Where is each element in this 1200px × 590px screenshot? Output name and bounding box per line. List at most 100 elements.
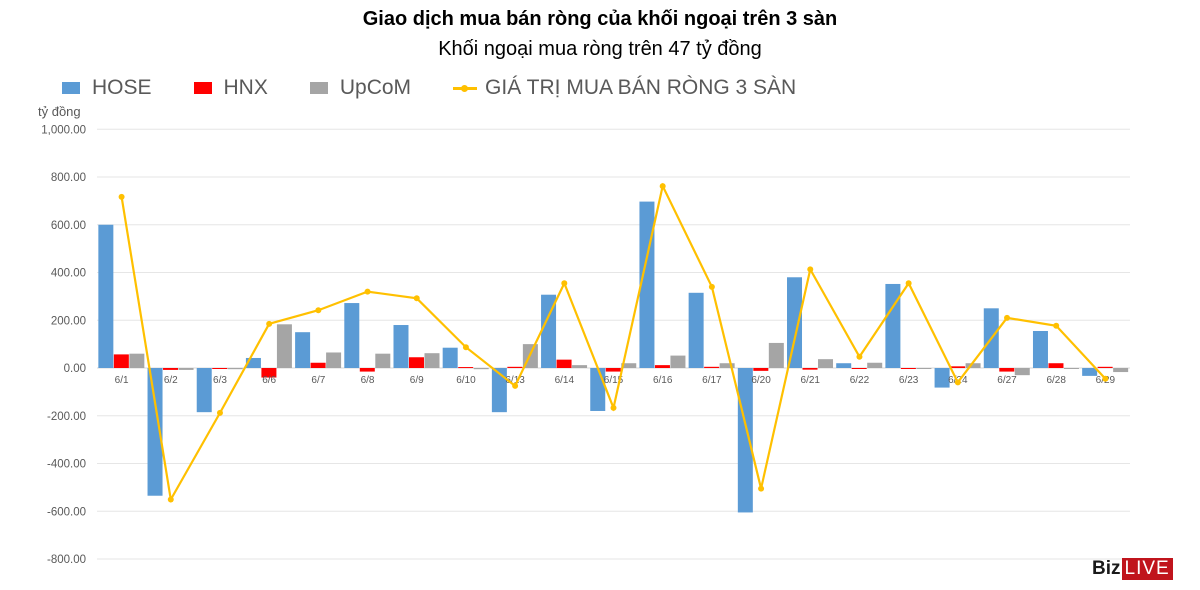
- bar-hnx: [950, 366, 966, 368]
- x-tick-label: 6/14: [555, 375, 575, 386]
- bar-upcom: [375, 353, 391, 368]
- bar-hose: [98, 224, 114, 368]
- bar-hnx: [113, 354, 129, 368]
- line-marker: [708, 283, 715, 290]
- y-tick-label: 200.00: [51, 315, 86, 327]
- bar-hnx: [556, 359, 572, 368]
- y-tick-label: 400.00: [51, 268, 86, 280]
- line-marker: [512, 382, 519, 389]
- bar-hnx: [851, 368, 867, 369]
- x-tick-label: 6/10: [456, 375, 476, 386]
- bar-upcom: [276, 324, 292, 368]
- bar-hose: [491, 368, 507, 413]
- bar-upcom: [326, 352, 342, 368]
- bar-hnx: [507, 366, 523, 368]
- bar-hnx: [753, 368, 769, 371]
- line-marker: [118, 193, 125, 200]
- bar-hnx: [999, 368, 1015, 372]
- bar-hose: [836, 363, 852, 368]
- bar-upcom: [867, 362, 883, 368]
- y-tick-label: 1,000.00: [41, 124, 86, 136]
- bar-hose: [196, 368, 212, 413]
- bar-hose: [688, 292, 704, 368]
- bar-hose: [147, 368, 163, 496]
- bar-hnx: [212, 368, 228, 369]
- hose-swatch-icon: [62, 82, 80, 94]
- bar-upcom: [473, 368, 489, 370]
- legend-item-hnx[interactable]: HNX: [193, 76, 268, 100]
- bar-upcom: [965, 363, 981, 368]
- line-marker: [659, 183, 666, 190]
- bar-hose: [344, 303, 360, 368]
- chart-subtitle: Khối ngoại mua ròng trên 47 tỷ đồng: [438, 38, 762, 60]
- bar-hnx: [1097, 366, 1113, 368]
- bar-upcom: [768, 342, 784, 368]
- bar-hnx: [704, 366, 720, 368]
- bar-upcom: [1113, 368, 1129, 373]
- line-marker: [167, 496, 174, 503]
- bar-hose: [295, 332, 311, 368]
- bar-upcom: [1063, 368, 1079, 369]
- bar-upcom: [670, 355, 686, 368]
- line-marker: [1102, 375, 1109, 382]
- y-tick-label: -400.00: [47, 459, 86, 471]
- bar-hose: [541, 294, 557, 368]
- bar-hnx: [408, 357, 424, 368]
- x-tick-label: 6/21: [801, 375, 821, 386]
- bar-hose: [1032, 330, 1048, 368]
- bar-hnx: [605, 368, 621, 372]
- bar-hose: [442, 347, 458, 368]
- y-tick-label: 600.00: [51, 220, 86, 232]
- line-marker-icon: [453, 84, 478, 92]
- bar-upcom: [1014, 368, 1030, 376]
- line-marker: [610, 404, 617, 411]
- y-axis-unit: tỷ đồng: [38, 104, 81, 119]
- bar-hose: [885, 283, 901, 368]
- x-tick-label: 6/20: [751, 375, 771, 386]
- line-marker: [758, 485, 765, 492]
- legend: HOSE HNX UpCoM GIÁ TRỊ MUA BÁN RÒNG 3 SÀ…: [62, 76, 838, 100]
- line-marker: [1053, 322, 1060, 329]
- bar-hnx: [163, 368, 179, 370]
- x-tick-label: 6/7: [311, 375, 325, 386]
- bar-hose: [1082, 368, 1098, 376]
- upcom-swatch-icon: [309, 82, 328, 94]
- line-marker: [413, 295, 420, 302]
- bar-hose: [245, 357, 261, 368]
- bar-hose: [393, 325, 409, 368]
- line-marker: [1004, 314, 1011, 321]
- chart-title: Giao dịch mua bán ròng của khối ngoại tr…: [362, 8, 838, 30]
- x-tick-label: 6/23: [899, 375, 919, 386]
- line-marker: [856, 353, 863, 360]
- bizlive-logo: Biz LIVE: [1092, 558, 1173, 580]
- line-marker: [266, 320, 273, 327]
- line-marker: [905, 280, 912, 287]
- y-tick-label: -800.00: [47, 554, 86, 566]
- x-tick-label: 6/22: [850, 375, 870, 386]
- bar-upcom: [621, 363, 637, 368]
- bar-upcom: [424, 353, 440, 368]
- legend-label: GIÁ TRỊ MUA BÁN RÒNG 3 SÀN: [485, 76, 797, 99]
- legend-item-total[interactable]: GIÁ TRỊ MUA BÁN RÒNG 3 SÀN: [453, 76, 796, 100]
- bar-upcom: [719, 363, 735, 368]
- total-net-line: [120, 182, 1107, 503]
- legend-label: HOSE: [92, 76, 152, 99]
- bar-upcom: [818, 359, 834, 368]
- line-marker: [364, 288, 371, 295]
- line-marker: [216, 409, 223, 416]
- x-tick-label: 6/13: [505, 375, 525, 386]
- y-tick-label: -200.00: [47, 411, 86, 423]
- legend-item-upcom[interactable]: UpCoM: [309, 76, 411, 100]
- bar-hnx: [1048, 363, 1064, 368]
- bar-hnx: [359, 368, 375, 372]
- legend-item-hose[interactable]: HOSE: [62, 76, 152, 100]
- bar-upcom: [227, 368, 243, 370]
- x-tick-label: 6/15: [604, 375, 624, 386]
- y-tick-label: 0.00: [64, 363, 86, 375]
- bar-hnx: [654, 365, 670, 368]
- x-tick-label: 6/27: [997, 375, 1017, 386]
- y-tick-label: -600.00: [47, 506, 86, 518]
- bar-upcom: [572, 365, 588, 368]
- line-marker: [462, 344, 469, 351]
- bar-hnx: [802, 368, 818, 370]
